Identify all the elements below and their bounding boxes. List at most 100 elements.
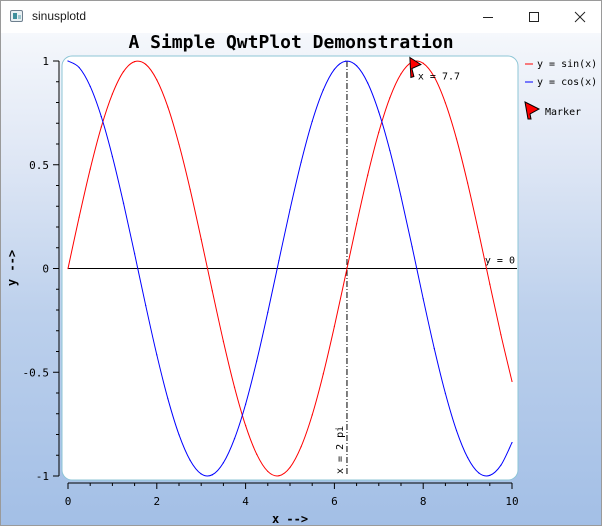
data-point [356, 65, 358, 67]
data-point [478, 231, 480, 233]
minimize-button[interactable] [465, 1, 511, 33]
app-icon [10, 10, 23, 22]
data-point [189, 459, 191, 461]
x-tick-label: 10 [505, 495, 518, 508]
data-point [278, 260, 280, 262]
legend-label: y = cos(x) [537, 77, 597, 88]
data-point [333, 325, 335, 327]
data-point [389, 97, 391, 99]
axes-group: 1 0.5 0 -0.5 -1 0 2 4 6 8 10 x --> y --> [5, 55, 519, 525]
data-point [389, 150, 391, 152]
maximize-button[interactable] [511, 1, 557, 33]
maximize-icon [529, 12, 539, 22]
data-point [500, 464, 502, 466]
data-point [156, 354, 158, 356]
data-point [267, 470, 269, 473]
data-point [455, 429, 458, 432]
legend-flag-icon [524, 101, 541, 120]
data-point [189, 188, 191, 190]
data-point [233, 438, 236, 440]
marker-symbol-label: x = 7.7 [418, 71, 460, 82]
data-point [167, 106, 169, 108]
markers-group: y = 0 x = 2 pi [68, 61, 517, 476]
data-point [100, 116, 102, 118]
data-point [278, 475, 280, 477]
data-point [289, 208, 291, 211]
data-point [67, 267, 69, 270]
data-point [233, 386, 236, 388]
data-point [134, 253, 136, 255]
x-axis-label: x --> [272, 512, 308, 525]
title-bar[interactable]: sinusplotd [1, 1, 601, 33]
data-point [511, 380, 513, 382]
data-point [322, 373, 324, 375]
data-point [100, 126, 102, 128]
data-point [267, 311, 269, 313]
data-point [444, 102, 446, 104]
data-point [67, 60, 69, 62]
data-point [311, 414, 313, 416]
data-point [222, 462, 224, 464]
data-point [322, 89, 324, 91]
data-point [422, 62, 424, 64]
data-point [344, 274, 347, 276]
data-point [489, 474, 491, 476]
data-point [455, 138, 458, 140]
data-point [489, 283, 491, 285]
data-point [367, 174, 369, 176]
marker-symbols: x = 7.7 [409, 56, 460, 82]
data-point [78, 216, 80, 218]
x-tick-label: 4 [242, 495, 249, 508]
data-point [211, 474, 213, 476]
x-tick-label: 0 [65, 495, 72, 508]
marker-vline-label: x = 2 pi [335, 426, 346, 474]
data-point [200, 473, 202, 475]
legend: y = sin(x) y = cos(x) Marker [524, 59, 597, 120]
close-button[interactable] [557, 1, 602, 33]
marker-flag-symbol [409, 56, 422, 79]
data-point [89, 85, 91, 87]
plot-widget: A Simple QwtPlot Demonstration 1 0.5 0 -0.5… [5, 33, 597, 525]
y-tick-label: -0.5 [23, 366, 50, 379]
data-point [478, 472, 480, 474]
data-point [111, 93, 113, 95]
chart-title: A Simple QwtPlot Demonstration [128, 33, 453, 53]
data-point [422, 298, 424, 300]
x-tick-label: 6 [331, 495, 338, 508]
data-point [444, 392, 446, 395]
data-point [333, 68, 335, 70]
data-point [145, 63, 147, 65]
data-point [400, 195, 402, 198]
marker-hline-label: y = 0 [485, 256, 515, 267]
data-point [245, 403, 247, 405]
data-point [367, 82, 369, 84]
data-point [111, 155, 113, 158]
window-title: sinusplotd [32, 9, 87, 23]
data-point [300, 161, 302, 163]
data-point [178, 434, 180, 436]
close-icon [574, 11, 586, 23]
data-point [411, 246, 413, 248]
data-point [378, 111, 380, 113]
data-point [511, 441, 513, 444]
data-point [245, 424, 247, 427]
minimize-icon [483, 17, 493, 18]
y-tick-label: 0.5 [29, 159, 49, 172]
data-point [433, 347, 435, 350]
data-point [378, 131, 380, 133]
data-point [156, 79, 158, 81]
data-point [145, 304, 147, 307]
y-tick-label: 0 [42, 263, 49, 276]
data-point [467, 182, 469, 184]
data-point [289, 466, 291, 469]
data-point [256, 360, 258, 362]
data-point [311, 120, 313, 122]
data-point [178, 143, 180, 146]
data-point [122, 202, 125, 204]
data-point [222, 340, 224, 342]
data-point [256, 453, 258, 455]
x-tick-label: 2 [153, 495, 160, 508]
y-axis-label: y --> [5, 250, 19, 286]
legend-label: Marker [545, 107, 581, 118]
